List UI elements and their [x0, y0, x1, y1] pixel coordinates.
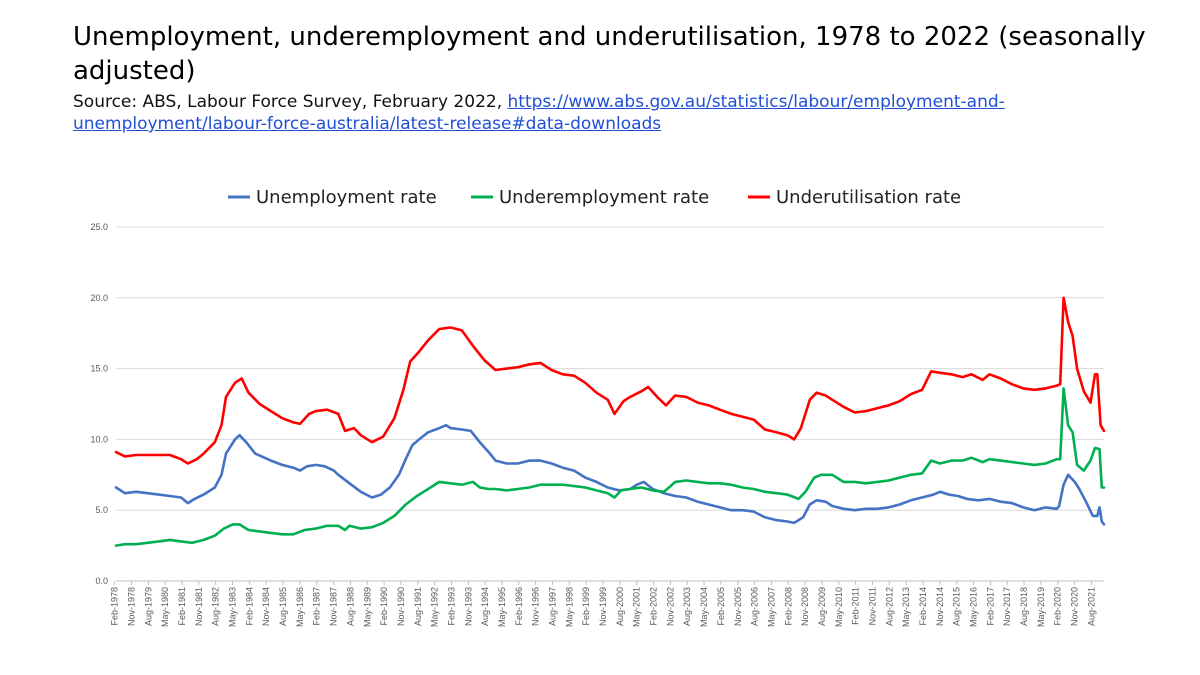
x-tick-label: Aug-1985 [278, 587, 288, 626]
x-axis: Feb-1978 Nov-1978 Aug-1979 May-1980 Feb-1981… [110, 581, 1096, 627]
x-tick-label: Nov-2020 [1070, 587, 1080, 626]
legend-label: Underutilisation rate [776, 187, 961, 208]
x-tick-label: Feb-2017 [985, 587, 995, 626]
x-tick-label: Aug-2006 [750, 587, 760, 626]
gridlines [116, 226, 1104, 582]
x-tick-label: May-1983 [228, 587, 238, 627]
x-tick-label: May-2013 [901, 587, 911, 627]
x-tick-label: Feb-2002 [649, 587, 659, 626]
x-tick-label: May-1995 [497, 587, 507, 627]
x-tick-label: Aug-1991 [413, 587, 423, 626]
x-tick-label: May-2004 [699, 587, 709, 627]
x-tick-label: Aug-2012 [884, 587, 894, 626]
x-tick-label: Feb-1999 [581, 587, 591, 626]
x-tick-label: Aug-2000 [615, 587, 625, 626]
series-line-underemployment-rate [114, 387, 1106, 547]
x-tick-label: Aug-2009 [817, 587, 827, 626]
x-tick-label: Nov-2002 [665, 587, 675, 626]
source-link[interactable]: https://www.abs.gov.au/statistics/labour… [73, 92, 1005, 134]
x-tick-label: Aug-1994 [480, 587, 490, 626]
x-tick-label: Feb-2011 [851, 587, 861, 625]
x-tick-label: May-1986 [295, 587, 305, 627]
y-tick-label: 25.0 [90, 222, 108, 232]
x-tick-label: Feb-1990 [379, 587, 389, 626]
x-tick-label: Nov-2017 [1002, 587, 1012, 626]
y-tick-label: 15.0 [90, 364, 108, 374]
x-tick-label: May-2007 [766, 587, 776, 627]
x-tick-label: Aug-1988 [345, 587, 355, 626]
y-tick-label: 10.0 [90, 434, 108, 444]
x-tick-label: Feb-2005 [716, 587, 726, 626]
chart-title: Unemployment, underemployment and underu… [73, 22, 1146, 86]
y-tick-label: 20.0 [90, 293, 108, 303]
series-line-underutilisation-rate [114, 296, 1106, 465]
x-tick-label: Feb-1981 [177, 587, 187, 626]
x-tick-label: Nov-1978 [126, 587, 136, 626]
x-tick-label: May-2016 [969, 587, 979, 627]
legend-label: Underemployment rate [499, 187, 709, 208]
y-tick-label: 5.0 [95, 505, 108, 515]
x-tick-label: Aug-2021 [1086, 587, 1096, 626]
x-tick-label: Aug-1979 [143, 587, 153, 626]
series-line-unemployment-rate [114, 423, 1106, 526]
x-tick-label: Aug-2018 [1019, 587, 1029, 626]
x-tick-label: Nov-2014 [935, 587, 945, 626]
x-tick-label: Aug-2015 [952, 587, 962, 626]
x-tick-label: Nov-2008 [800, 587, 810, 626]
x-tick-label: Nov-1993 [463, 587, 473, 626]
x-tick-label: May-1989 [362, 587, 372, 627]
x-tick-label: Feb-1996 [514, 587, 524, 626]
x-tick-label: May-1992 [430, 587, 440, 627]
x-tick-label: May-1998 [564, 587, 574, 627]
y-axis: 0.0 5.0 10.0 15.0 20.0 25.0 [90, 222, 108, 586]
legend: Unemployment rate Underemployment rate Und… [228, 187, 961, 208]
x-tick-label: May-2019 [1036, 587, 1046, 627]
x-tick-label: May-1980 [160, 587, 170, 627]
series-lines [114, 296, 1106, 547]
x-tick-label: Nov-1981 [194, 587, 204, 626]
y-tick-label: 0.0 [95, 576, 108, 586]
x-tick-label: Nov-1996 [531, 587, 541, 626]
x-tick-label: Nov-2005 [733, 587, 743, 626]
x-tick-label: Feb-2008 [783, 587, 793, 626]
x-tick-label: Nov-1990 [396, 587, 406, 626]
x-tick-label: Aug-2003 [682, 587, 692, 626]
x-tick-label: Feb-1984 [244, 587, 254, 626]
x-tick-label: Feb-1993 [446, 587, 456, 626]
x-tick-label: Aug-1982 [211, 587, 221, 626]
x-tick-label: May-2001 [632, 587, 642, 627]
x-tick-label: Feb-1978 [110, 587, 120, 626]
source-prefix: Source: ABS, Labour Force Survey, Februa… [73, 92, 508, 112]
x-tick-label: Nov-1984 [261, 587, 271, 626]
x-tick-label: Aug-1997 [548, 587, 558, 626]
source-line: Source: ABS, Labour Force Survey, Februa… [73, 91, 1183, 135]
x-tick-label: May-2010 [834, 587, 844, 627]
x-tick-label: Feb-2020 [1053, 587, 1063, 626]
x-tick-label: Nov-1999 [598, 587, 608, 626]
x-tick-label: Nov-2011 [867, 587, 877, 625]
x-tick-label: Feb-2014 [918, 587, 928, 626]
legend-label: Unemployment rate [256, 187, 437, 208]
x-tick-label: Nov-1987 [329, 587, 339, 626]
x-tick-label: Feb-1987 [312, 587, 322, 626]
